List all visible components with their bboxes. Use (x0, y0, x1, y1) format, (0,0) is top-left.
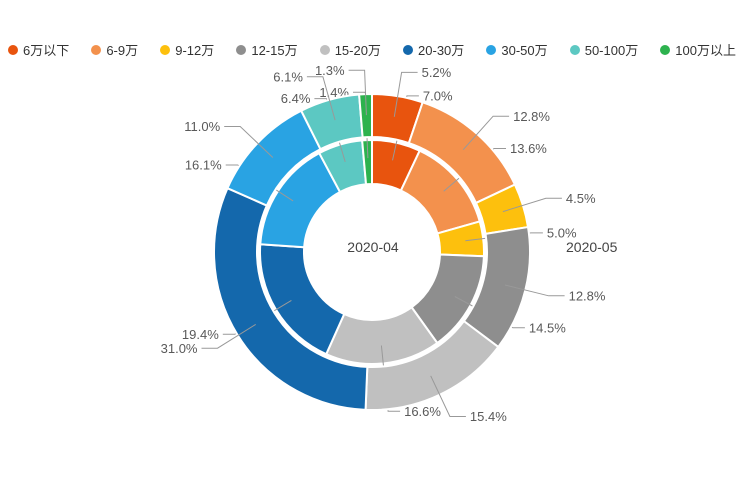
slice-percent-label: 31.0% (161, 341, 198, 356)
slice-percent-label: 16.6% (404, 404, 441, 419)
outer-ring-series-label: 2020-05 (566, 239, 618, 255)
legend-label: 12-15万 (251, 43, 298, 58)
slice-percent-label: 5.0% (547, 225, 577, 240)
slice-percent-label: 5.2% (422, 65, 452, 80)
legend-item-0[interactable]: 6万以下 (8, 40, 69, 59)
legend-item-2[interactable]: 9-12万 (160, 40, 214, 59)
pie-slice-2020-05-100万以上[interactable] (358, 93, 373, 139)
legend-label: 50-100万 (584, 43, 639, 58)
slice-percent-label: 11.0% (184, 119, 220, 134)
slice-percent-label: 6.4% (281, 91, 311, 106)
slice-percent-label: 15.4% (470, 409, 507, 424)
slice-percent-label: 19.4% (182, 327, 219, 342)
legend-label: 6万以下 (23, 43, 70, 58)
legend-marker-icon (403, 44, 414, 55)
legend-item-6[interactable]: 30-50万 (486, 40, 548, 59)
label-leader-line (306, 76, 336, 121)
legend-marker-icon (660, 44, 671, 55)
legend-marker-icon (569, 44, 580, 55)
legend-marker-icon (319, 44, 330, 55)
legend-label: 9-12万 (175, 43, 215, 58)
label-leader-line (502, 197, 562, 213)
legend-item-8[interactable]: 100万以上 (660, 40, 736, 59)
legend-label: 15-20万 (334, 43, 381, 58)
legend-label: 100万以上 (675, 43, 736, 58)
slice-percent-label: 7.0% (423, 88, 453, 103)
legend-item-5[interactable]: 20-30万 (403, 40, 464, 59)
legend-marker-icon (160, 44, 171, 55)
slice-percent-label: 16.1% (185, 158, 222, 173)
legend-marker-icon (236, 44, 247, 55)
pie-slice-2020-04-100万以上[interactable] (361, 138, 373, 186)
label-leader-line (393, 71, 418, 117)
label-leader-line (224, 126, 274, 158)
legend-item-3[interactable]: 12-15万 (236, 40, 298, 59)
legend-item-7[interactable]: 50-100万 (569, 40, 639, 59)
label-leader-line (348, 69, 367, 116)
label-leader-line (201, 323, 256, 349)
legend-marker-icon (486, 44, 497, 55)
slice-percent-label: 4.5% (566, 191, 596, 206)
legend-label: 30-50万 (501, 43, 548, 58)
legend-label: 6-9万 (106, 43, 139, 58)
slice-percent-label: 14.5% (529, 320, 566, 335)
label-leader-line (462, 115, 510, 151)
legend-item-1[interactable]: 6-9万 (91, 40, 138, 59)
label-leader-line (504, 284, 565, 297)
slice-percent-label: 6.1% (273, 69, 303, 84)
legend-marker-icon (91, 44, 102, 55)
label-leader-line (430, 375, 466, 417)
legend-marker-icon (8, 44, 18, 55)
inner-ring-series-label: 2020-04 (347, 239, 399, 255)
chart-legend: 6万以下 6-9万 9-12万 12-15万 15-20万 20-30万 30-50万 50-… (0, 40, 744, 59)
slice-percent-label: 13.6% (510, 141, 547, 156)
slice-percent-label: 12.8% (513, 109, 550, 124)
legend-item-4[interactable]: 15-20万 (319, 40, 381, 59)
legend-label: 20-30万 (418, 43, 465, 58)
slice-percent-label: 12.8% (569, 288, 606, 303)
slice-percent-label: 1.3% (315, 63, 345, 78)
